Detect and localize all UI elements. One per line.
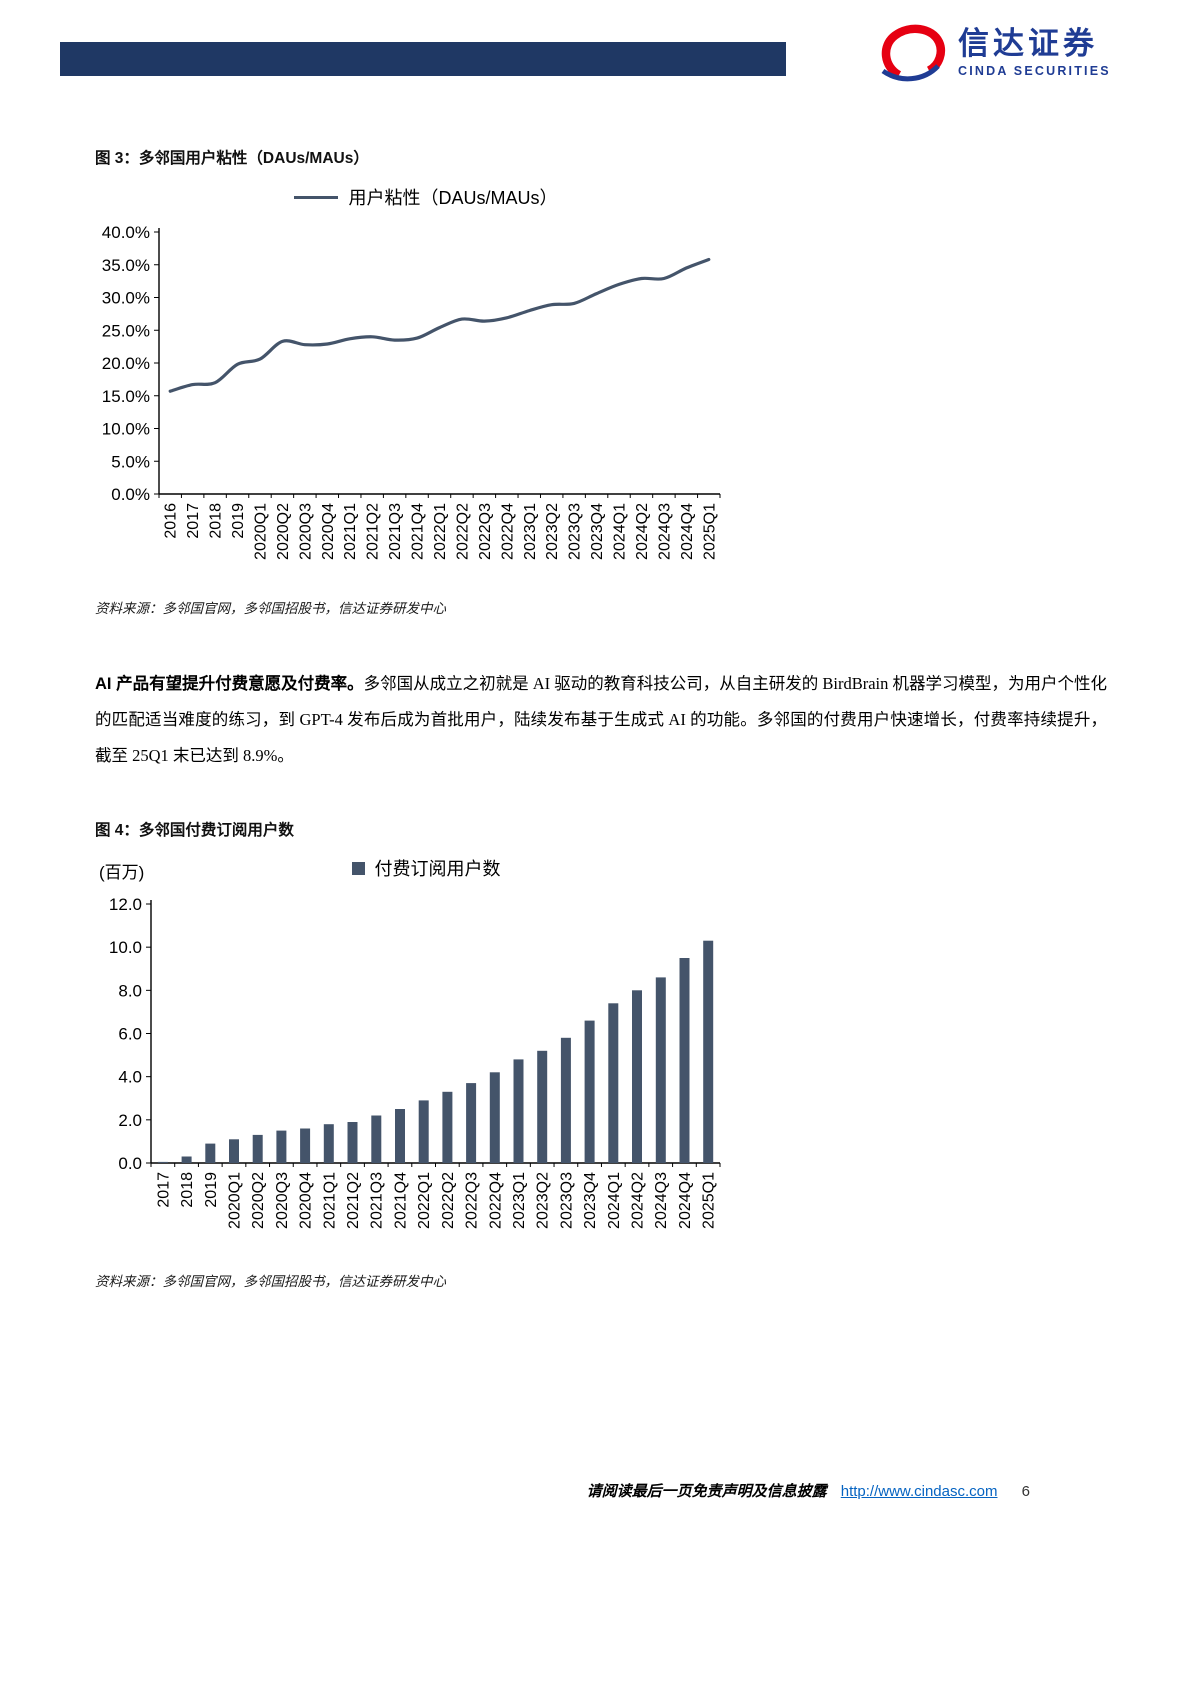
page-number: 6 [1021, 1483, 1030, 1500]
svg-text:2022Q2: 2022Q2 [454, 503, 471, 560]
svg-text:2024Q4: 2024Q4 [679, 503, 696, 560]
svg-text:2020Q2: 2020Q2 [275, 503, 292, 560]
svg-text:2022Q3: 2022Q3 [464, 1172, 481, 1229]
svg-text:2023Q4: 2023Q4 [589, 503, 606, 560]
figure4-title: 图 4：多邻国付费订阅用户数 [95, 822, 294, 839]
figure4-chart: (百万) 付费订阅用户数 0.0 2.0 4.0 6.0 8.0 10.0 12.0 2017… [95, 848, 757, 1285]
figure3-legend: 用户粘性（DAUs/MAUs） [95, 178, 757, 216]
svg-text:2022Q4: 2022Q4 [499, 503, 516, 560]
svg-text:6.0: 6.0 [118, 1025, 142, 1044]
svg-text:2022Q3: 2022Q3 [477, 503, 494, 560]
brand-name-cn: 信达证券 [958, 26, 1098, 62]
svg-text:40.0%: 40.0% [102, 223, 150, 242]
svg-text:25.0%: 25.0% [102, 321, 150, 340]
svg-text:2021Q1: 2021Q1 [342, 503, 359, 560]
svg-text:2019: 2019 [230, 503, 247, 539]
svg-text:2023Q1: 2023Q1 [522, 503, 539, 560]
svg-text:2022Q1: 2022Q1 [432, 503, 449, 560]
figure3-legend-label: 用户粘性（DAUs/MAUs） [348, 188, 558, 208]
svg-text:2024Q2: 2024Q2 [630, 1172, 647, 1229]
svg-text:2023Q1: 2023Q1 [511, 1172, 528, 1229]
figure4-legend-label: 付费订阅用户数 [374, 859, 501, 879]
svg-text:2021Q4: 2021Q4 [410, 503, 427, 560]
svg-text:2024Q1: 2024Q1 [606, 1172, 623, 1229]
svg-text:2020Q3: 2020Q3 [274, 1172, 291, 1229]
svg-text:2.0: 2.0 [118, 1111, 142, 1130]
svg-text:2023Q4: 2023Q4 [582, 1172, 599, 1229]
svg-text:2018: 2018 [179, 1172, 196, 1208]
svg-text:2021Q2: 2021Q2 [345, 1172, 362, 1229]
figure4-legend: (百万) 付费订阅用户数 [95, 848, 757, 888]
bar-legend-swatch [351, 861, 365, 875]
svg-text:8.0: 8.0 [118, 981, 142, 1000]
svg-text:2023Q2: 2023Q2 [535, 1172, 552, 1229]
svg-text:2025Q1: 2025Q1 [701, 503, 718, 560]
svg-text:30.0%: 30.0% [102, 289, 150, 308]
svg-text:2021Q3: 2021Q3 [387, 503, 404, 560]
svg-text:2018: 2018 [208, 503, 225, 539]
svg-text:2017: 2017 [185, 503, 202, 539]
svg-text:2023Q2: 2023Q2 [544, 503, 561, 560]
svg-text:15.0%: 15.0% [102, 387, 150, 406]
svg-text:2022Q1: 2022Q1 [416, 1172, 433, 1229]
svg-text:12.0: 12.0 [109, 895, 142, 914]
brand-swoosh-icon [881, 24, 946, 82]
body-paragraph: AI 产品有望提升付费意愿及付费率。多邻国从成立之初就是 AI 驱动的教育科技公… [95, 666, 1107, 774]
paragraph-body: 多邻国从成立之初就是 AI 驱动的教育科技公司，从自主研发的 BirdBrain… [95, 674, 1107, 765]
header-bar [60, 42, 786, 76]
figure3-title: 图 3：多邻国用户粘性（DAUs/MAUs） [95, 150, 369, 167]
footer-disclaimer: 请阅读最后一页免责声明及信息披露 [586, 1482, 827, 1500]
brand-name-en: CINDA SECURITIES [958, 63, 1111, 78]
y-axis-unit-label: (百万) [99, 863, 145, 882]
svg-text:2020Q1: 2020Q1 [226, 1172, 243, 1229]
svg-text:2023Q3: 2023Q3 [567, 503, 584, 560]
svg-text:2022Q2: 2022Q2 [440, 1172, 457, 1229]
svg-text:2021Q2: 2021Q2 [365, 503, 382, 560]
page-footer: 请阅读最后一页免责声明及信息披露 http://www.cindasc.com … [0, 1480, 1030, 1501]
figure3-chart: 用户粘性（DAUs/MAUs） 0.0% 5.0% 10.0% 15.0% 20.0% 2… [95, 178, 757, 613]
svg-text:2020Q4: 2020Q4 [320, 503, 337, 560]
svg-text:2016: 2016 [163, 503, 180, 539]
svg-text:2017: 2017 [155, 1172, 172, 1208]
figure3-source: 资料来源：多邻国官网，多邻国招股书，信达证券研发中心 [95, 601, 446, 617]
paid-subscribers-bar-chart: 0.0 2.0 4.0 6.0 8.0 10.0 12.0 2017 2018 2019 2020Q… [109, 895, 721, 1229]
dau-mau-line-chart: 0.0% 5.0% 10.0% 15.0% 20.0% 25.0% 30.0% 35.0% 40… [102, 223, 721, 560]
svg-text:10.0: 10.0 [109, 938, 142, 957]
svg-text:2024Q3: 2024Q3 [653, 1172, 670, 1229]
svg-text:0.0: 0.0 [118, 1154, 142, 1173]
svg-text:2021Q3: 2021Q3 [369, 1172, 386, 1229]
svg-text:20.0%: 20.0% [102, 354, 150, 373]
svg-text:2024Q2: 2024Q2 [634, 503, 651, 560]
svg-text:2021Q4: 2021Q4 [392, 1172, 409, 1229]
svg-text:2020Q1: 2020Q1 [252, 503, 269, 560]
svg-text:2024Q3: 2024Q3 [656, 503, 673, 560]
brand-text: 信达证券 CINDA SECURITIES [958, 28, 1111, 78]
svg-text:2020Q2: 2020Q2 [250, 1172, 267, 1229]
cinda-logo: 信达证券 CINDA SECURITIES [876, 22, 1111, 84]
svg-text:0.0%: 0.0% [111, 485, 150, 504]
svg-text:2023Q3: 2023Q3 [558, 1172, 575, 1229]
figure4-source: 资料来源：多邻国官网，多邻国招股书，信达证券研发中心 [95, 1274, 446, 1290]
svg-text:35.0%: 35.0% [102, 256, 150, 275]
svg-text:5.0%: 5.0% [111, 452, 150, 471]
line-legend-swatch [294, 195, 339, 199]
svg-text:2022Q4: 2022Q4 [487, 1172, 504, 1229]
svg-text:2020Q4: 2020Q4 [298, 1172, 315, 1229]
svg-text:2025Q1: 2025Q1 [701, 1172, 718, 1229]
svg-text:2024Q4: 2024Q4 [677, 1172, 694, 1229]
paragraph-lead: AI 产品有望提升付费意愿及付费率。 [95, 675, 364, 693]
svg-text:2019: 2019 [203, 1172, 220, 1208]
svg-text:4.0: 4.0 [118, 1068, 142, 1087]
svg-text:2021Q1: 2021Q1 [321, 1172, 338, 1229]
svg-text:2024Q1: 2024Q1 [612, 503, 629, 560]
footer-link[interactable]: http://www.cindasc.com [840, 1483, 998, 1500]
svg-text:2020Q3: 2020Q3 [297, 503, 314, 560]
svg-text:10.0%: 10.0% [102, 420, 150, 439]
